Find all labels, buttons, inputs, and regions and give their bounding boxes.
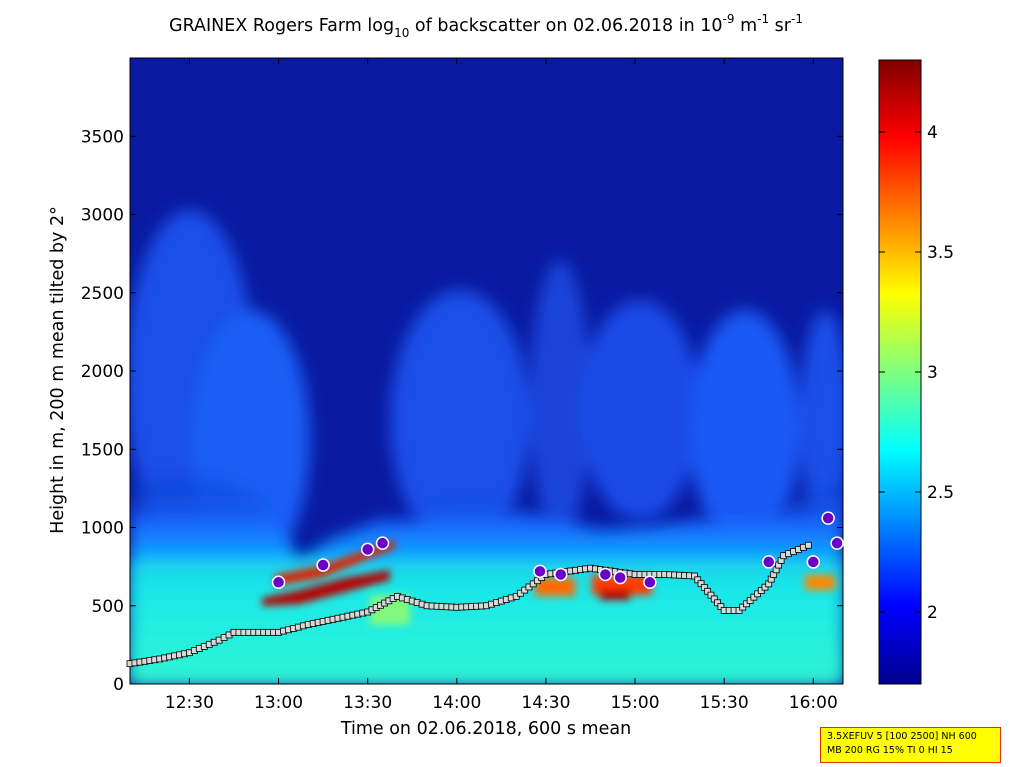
info-line-1: 3.5XEFUV 5 [100 2500] NH 600: [827, 731, 977, 742]
cloud-base-marker: [598, 567, 613, 582]
title-sub-10: 10: [394, 26, 409, 40]
colorbar: [878, 59, 922, 685]
cloud-base-markers: [271, 511, 844, 590]
cloud-base-marker: [375, 536, 390, 550]
y-tick-label: 1000: [81, 519, 124, 539]
cloud-base-marker: [316, 558, 330, 572]
cloud-base-marker: [554, 567, 568, 582]
title-part-sr: sr: [769, 16, 792, 36]
y-tick-label: 3500: [81, 127, 124, 147]
x-tick-label: 15:00: [611, 693, 660, 713]
title-sup-m1a: -1: [757, 12, 769, 26]
colorbar-tick-label: 2: [927, 603, 938, 623]
y-tick-label: 2000: [81, 362, 124, 382]
x-tick-label: 14:00: [432, 693, 481, 713]
heatmap-field: [130, 58, 843, 684]
y-tick-label: 500: [92, 597, 124, 617]
bl-height-marker: [804, 541, 812, 549]
cloud-base-marker: [821, 511, 835, 525]
y-axis: 0 500 1000 1500 2000 2500 3000 3500: [81, 127, 843, 695]
colorbar-tick-label: 4: [927, 123, 938, 143]
cloud-base-marker: [830, 536, 844, 550]
title-part-main: GRAINEX Rogers Farm log: [169, 16, 394, 36]
colorbar-axis: 2 2.5 3 3.5 4: [879, 123, 954, 623]
title-sup-m9: -9: [723, 12, 735, 26]
cloud-base-marker: [761, 555, 776, 569]
colorbar-tick-label: 2.5: [927, 483, 954, 503]
y-tick-label: 0: [113, 675, 124, 695]
x-tick-label: 14:30: [521, 693, 570, 713]
chart-title: GRAINEX Rogers Farm log10 of backscatter…: [169, 12, 803, 40]
y-axis-label: Height in m, 200 m mean tilted by 2°: [48, 206, 68, 534]
x-tick-label: 15:30: [700, 693, 749, 713]
info-line-2: MB 200 RG 15% TI 0 HI 15: [827, 745, 953, 756]
title-sup-m1b: -1: [791, 12, 803, 26]
title-part-mid: of backscatter on 02.06.2018 in 10: [409, 16, 722, 36]
colorbar-tick-label: 3.5: [927, 243, 954, 263]
x-tick-label: 13:00: [254, 693, 303, 713]
cloud-base-marker: [613, 570, 627, 585]
y-tick-label: 2500: [81, 284, 124, 304]
x-tick-label: 13:30: [343, 693, 392, 713]
colorbar-tick-label: 3: [927, 363, 938, 383]
cloud-base-marker: [360, 542, 375, 557]
x-axis: 12:30 13:00 13:30 14:00 14:30 15:00 15:30 16:00: [165, 58, 838, 713]
x-tick-label: 12:30: [165, 693, 214, 713]
x-axis-label: Time on 02.06.2018, 600 s mean: [340, 719, 631, 739]
cloud-base-marker: [533, 564, 547, 579]
info-box: 3.5XEFUV 5 [100 2500] NH 600 MB 200 RG 1…: [820, 727, 1001, 763]
x-tick-label: 16:00: [789, 693, 838, 713]
cloud-base-marker: [806, 555, 821, 569]
cloud-base-marker: [271, 575, 286, 590]
cloud-base-marker: [643, 575, 657, 590]
y-tick-label: 3000: [81, 206, 124, 226]
title-part-m: m: [735, 16, 758, 36]
y-tick-label: 1500: [81, 440, 124, 460]
